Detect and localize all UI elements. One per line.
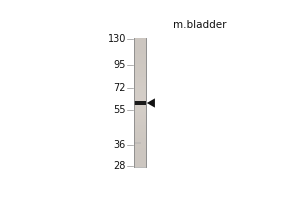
Bar [134,112,146,115]
Bar [134,38,146,41]
Bar [134,77,146,80]
Bar [134,154,146,158]
Text: 36: 36 [114,140,126,150]
Text: m.bladder: m.bladder [173,20,227,30]
Text: 130: 130 [107,34,126,44]
Bar [134,54,146,57]
Bar [134,60,146,64]
Text: 55: 55 [113,105,126,115]
Bar [134,90,146,93]
Bar [134,122,146,125]
Bar [134,106,146,109]
Text: 72: 72 [113,83,126,93]
Bar [134,80,146,83]
Bar [134,44,146,48]
Bar [134,93,146,96]
Bar [134,148,146,151]
Bar [134,141,146,145]
Bar [134,115,146,119]
Bar [134,67,146,70]
Text: 28: 28 [113,161,126,171]
Bar [134,151,146,154]
Bar [134,73,146,77]
Bar [134,132,146,135]
Bar [134,109,146,112]
Bar [134,135,146,138]
Polygon shape [147,98,155,108]
Bar [134,38,146,167]
Bar [134,83,146,86]
Bar [134,161,146,164]
Bar [134,51,146,54]
Bar [134,142,141,144]
Bar [134,99,146,103]
Bar [134,119,146,122]
Bar [134,101,146,105]
Bar [134,86,146,90]
Bar [134,164,146,167]
Bar [134,96,146,99]
Bar [134,103,146,106]
Bar [134,70,146,73]
Bar [134,57,146,60]
Bar [134,48,146,51]
Bar [134,125,146,128]
Bar [134,128,146,132]
Bar [134,158,146,161]
Bar [134,41,146,44]
Bar [134,138,146,141]
Bar [134,64,146,67]
Text: 95: 95 [113,60,126,70]
Bar [134,145,146,148]
